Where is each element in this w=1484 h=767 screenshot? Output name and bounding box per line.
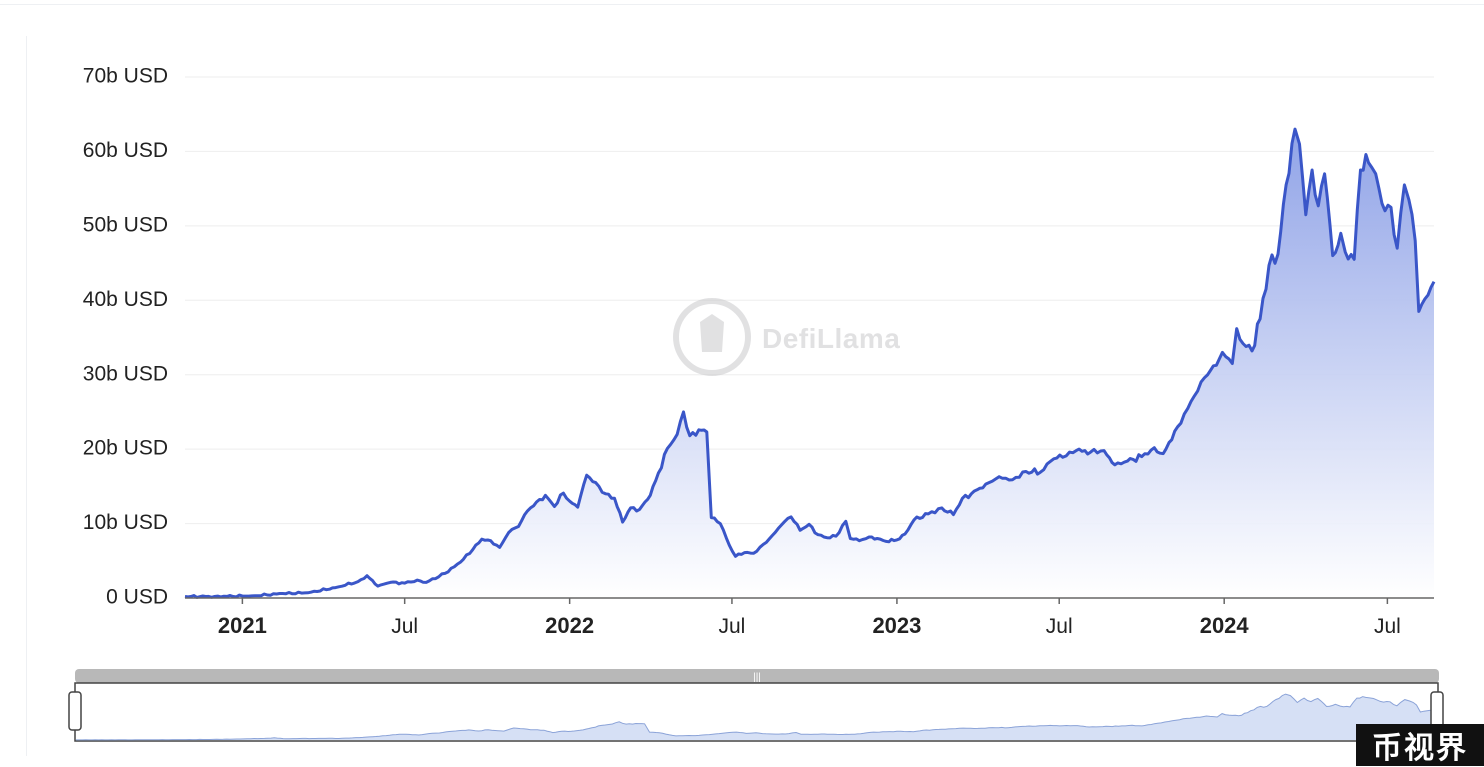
x-tick-label: 2022 — [545, 613, 594, 638]
x-tick-label: 2024 — [1200, 613, 1250, 638]
y-tick-label: 50b USD — [83, 213, 168, 236]
y-tick-label: 30b USD — [83, 362, 168, 385]
slider-bar[interactable] — [75, 669, 1439, 683]
slider-left-handle[interactable] — [68, 691, 82, 731]
x-tick-label: 2021 — [218, 613, 267, 638]
top-border — [0, 0, 1484, 5]
y-tick-label: 70b USD — [83, 65, 168, 88]
x-tick-label: Jul — [391, 615, 418, 638]
defillama-watermark: DefiLlama — [673, 298, 900, 376]
y-tick-label: 20b USD — [83, 437, 168, 460]
y-tick-label: 0 USD — [106, 586, 168, 609]
y-tick-label: 60b USD — [83, 139, 168, 162]
x-tick-label: Jul — [1046, 615, 1073, 638]
llama-logo-icon — [673, 298, 751, 376]
x-tick-label: 2023 — [872, 613, 921, 638]
y-tick-label: 40b USD — [83, 288, 168, 311]
slider-mini-area — [76, 694, 1437, 740]
x-tick-label: Jul — [1374, 615, 1401, 638]
left-border — [26, 36, 27, 756]
llama-head-icon — [700, 314, 724, 352]
source-badge: 币视界 — [1356, 724, 1484, 766]
slider-grip-icon: ||| — [753, 672, 761, 683]
y-axis: 0 USD 10b USD 20b USD 30b USD 40b USD 50b USD… — [83, 65, 168, 609]
x-axis: 2021 Jul 2022 Jul 2023 Jul 2024 Jul — [218, 598, 1401, 638]
y-tick-label: 10b USD — [83, 511, 168, 534]
zoom-slider[interactable]: ||| — [68, 669, 1444, 742]
slider-mini-line — [76, 693, 1438, 741]
tvl-area — [185, 129, 1434, 598]
x-tick-label: Jul — [719, 615, 746, 638]
tvl-line — [184, 127, 1436, 599]
watermark-text: DefiLlama — [762, 323, 900, 354]
